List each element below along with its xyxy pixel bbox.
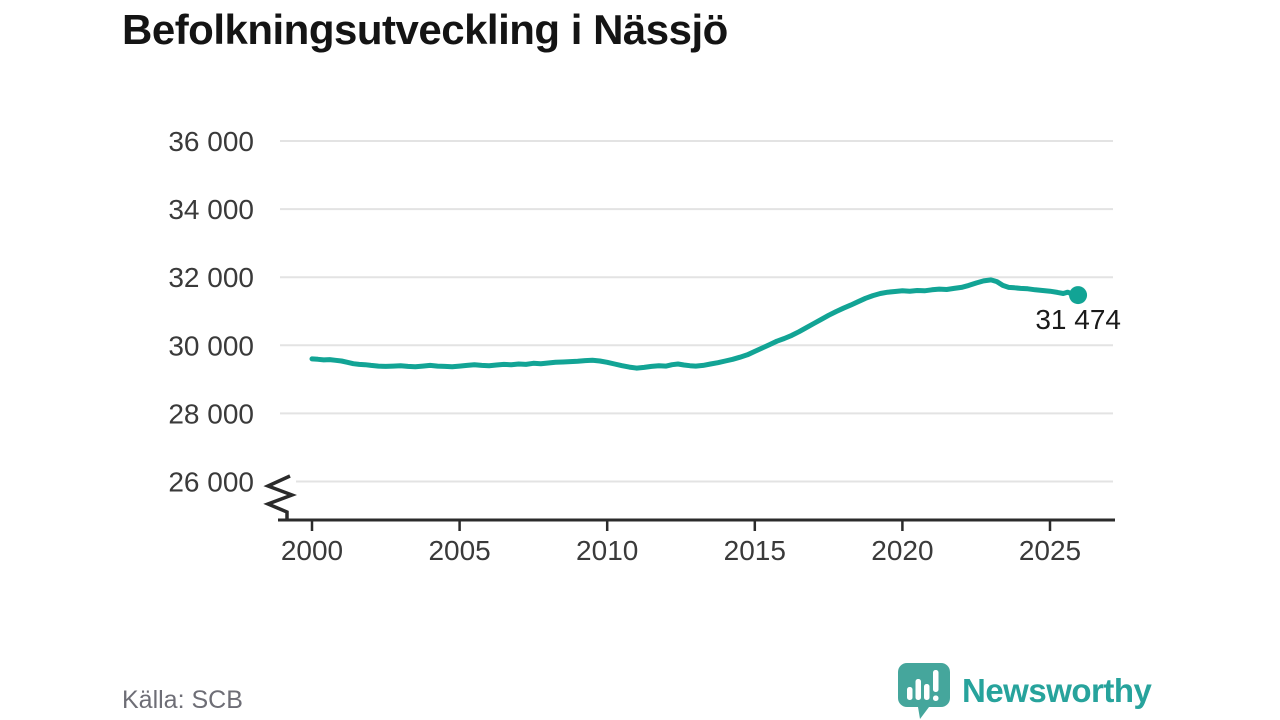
x-axis-tick-label: 2015	[724, 535, 786, 566]
x-axis-tick-label: 2005	[428, 535, 490, 566]
x-axis-tick-label: 2020	[871, 535, 933, 566]
page-title: Befolkningsutveckling i Nässjö	[122, 6, 728, 53]
y-axis-tick-label: 34 000	[168, 194, 254, 225]
bar-chart-icon	[907, 670, 939, 701]
y-axis-tick-label: 32 000	[168, 262, 254, 293]
y-axis-tick-label: 28 000	[168, 398, 254, 429]
source-note: Källa: SCB	[122, 686, 243, 714]
last-value-marker	[1069, 286, 1088, 305]
population-line-series	[309, 277, 1081, 371]
newsworthy-logo-icon	[898, 663, 950, 719]
y-axis-tick-label: 30 000	[168, 330, 254, 361]
x-axis-tick-label: 2000	[281, 535, 343, 566]
y-axis-tick-label: 36 000	[168, 126, 254, 157]
y-axis-break-icon	[263, 474, 297, 519]
x-axis-tick-label: 2025	[1019, 535, 1081, 566]
newsworthy-logo-text: Newsworthy	[962, 671, 1152, 709]
newsworthy-logo: Newsworthy	[897, 662, 1152, 719]
x-axis-tick-label: 2010	[576, 535, 638, 566]
last-value-label: 31 474	[1035, 304, 1121, 335]
y-axis-tick-label: 26 000	[168, 467, 254, 498]
